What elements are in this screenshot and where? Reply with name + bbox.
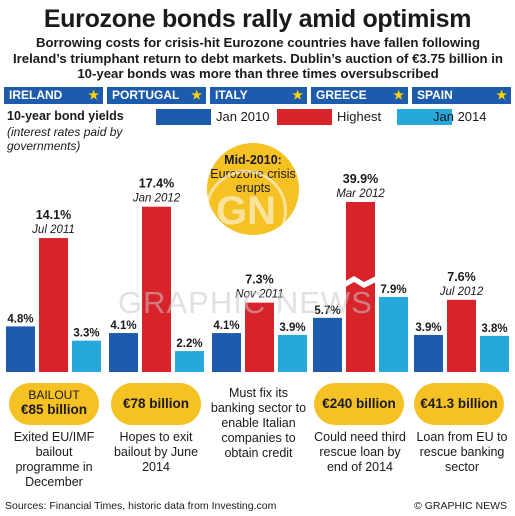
value-label: 7.9% [380,284,406,296]
value-label: 7.3% [245,273,274,287]
eu-star-icon: ★ [292,88,303,102]
eu-star-icon: ★ [191,88,202,102]
value-label: 4.1% [110,320,136,332]
value-label: 39.9% [343,172,378,186]
bar-portugal-jan2010 [109,333,138,372]
bailout-pill-greece: €240 billion [314,383,404,425]
legend-label-highest: Highest [337,109,382,124]
country-header-italy: ITALY ★ [210,87,307,104]
bar-ireland-highest [39,238,68,372]
copyright-credit: © GRAPHIC NEWS [414,500,507,512]
country-note-greece: Could need third rescue loan by end of 2… [314,430,406,474]
country-header-portugal: PORTUGAL ★ [107,87,206,104]
country-note-portugal: Hopes to exit bailout by June 2014 [113,430,199,474]
bailout-pill-spain: €41.3 billion [414,383,504,425]
legend-note: (interest rates paid by governments) [7,125,123,153]
bailout-pill-ireland: BAILOUT €85 billion [9,383,99,425]
bar-greece-jan2010 [313,317,342,372]
value-label: 3.8% [481,323,507,335]
bailout-amount: €41.3 billion [420,396,498,411]
country-header-ireland: IRELAND ★ [4,87,103,104]
legend-title: 10-year bond yields [7,109,124,123]
bar-spain-jan2010 [414,334,443,372]
bar-spain-jan2014 [480,335,509,372]
bailout-pill-portugal: €78 billion [111,383,201,425]
bar-ireland-jan2010 [6,326,35,372]
graphic-news-logo-watermark: GN [205,170,287,252]
country-header-spain: SPAIN ★ [412,87,511,104]
bar-portugal-jan2014 [175,351,204,372]
value-label: 17.4% [139,177,174,191]
subheadline: Borrowing costs for crisis-hit Eurozone … [13,35,503,81]
value-label: 3.9% [415,322,441,334]
country-header-greece: GREECE ★ [311,87,408,104]
axis-break-mark [344,276,376,288]
value-label: 4.1% [213,320,239,332]
eu-star-icon: ★ [393,88,404,102]
legend-swatch-jan2014 [397,109,452,125]
bar-portugal-highest [142,206,171,372]
value-label: 2.2% [176,338,202,350]
country-label: PORTUGAL [112,88,180,102]
bar-italy-jan2010 [212,333,241,372]
value-label: 5.7% [314,305,340,317]
bar-italy-jan2014 [278,334,307,372]
peak-date-label: Mar 2012 [336,188,385,200]
bailout-prefix: BAILOUT [28,388,80,402]
value-label: 7.6% [447,270,476,284]
bailout-amount: €240 billion [322,396,396,411]
value-label: 4.8% [7,313,33,325]
value-label: 3.9% [279,322,305,334]
peak-date-label: Jul 2011 [31,224,75,236]
headline: Eurozone bonds rally amid optimism [43,5,472,33]
peak-date-label: Jul 2012 [439,286,484,298]
bond-yield-chart: 4.8% 14.1% Jul 2011 3.3% 4.1% 17.4% Jan 2012 2.… [4,104,511,372]
sources-note: Sources: Financial Times, historic data … [5,500,277,512]
value-label: 3.3% [73,328,99,340]
crisis-note-title: Mid-2010: [224,153,282,167]
bar-greece-jan2014 [379,296,408,372]
country-note-italy: Must fix its banking sector to enable It… [210,386,307,460]
legend-swatch-jan2010 [156,109,211,125]
country-label: SPAIN [417,88,453,102]
eu-star-icon: ★ [496,88,507,102]
value-label: 14.1% [36,208,71,222]
eu-star-icon: ★ [88,88,99,102]
peak-date-label: Nov 2011 [235,289,283,301]
legend-swatch-highest [277,109,332,125]
bar-greece-highest [346,202,375,372]
bar-ireland-jan2014 [72,340,101,372]
legend-label-jan2010: Jan 2010 [216,109,270,124]
country-note-spain: Loan from EU to rescue banking sector [416,430,508,474]
bailout-amount: €78 billion [122,396,190,411]
country-label: GREECE [316,88,367,102]
bar-spain-highest [447,299,476,372]
bar-italy-highest [245,302,274,372]
graphic-news-text-watermark: GRAPHIC NEWS [118,285,373,320]
country-label: ITALY [215,88,248,102]
bailout-amount: €85 billion [20,402,88,417]
country-note-ireland: Exited EU/IMF bailout programme in Decem… [13,430,95,489]
peak-date-label: Jan 2012 [132,193,181,205]
legend-label-jan2014: Jan 2014 [433,109,487,124]
country-label: IRELAND [9,88,63,102]
